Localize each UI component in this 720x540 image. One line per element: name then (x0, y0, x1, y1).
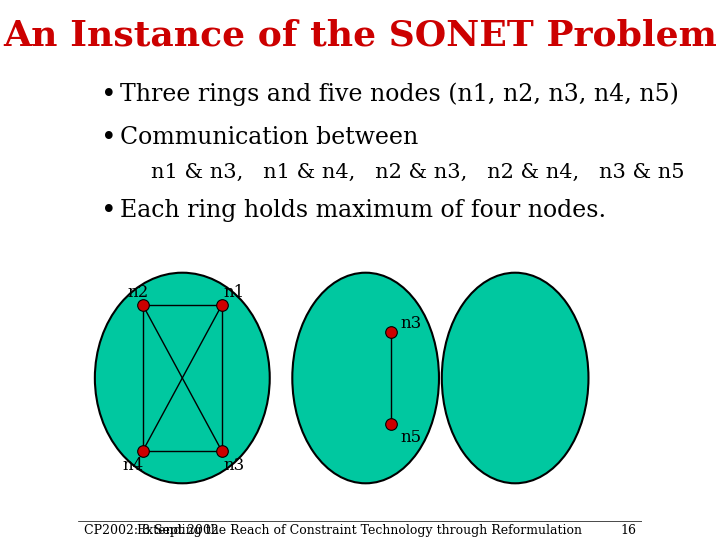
Ellipse shape (292, 273, 439, 483)
Ellipse shape (95, 273, 270, 483)
Text: CP2002: 8 Sept 2002: CP2002: 8 Sept 2002 (84, 524, 218, 537)
Text: Each ring holds maximum of four nodes.: Each ring holds maximum of four nodes. (120, 199, 606, 222)
Text: n3: n3 (400, 315, 422, 333)
Text: Communication between: Communication between (120, 126, 418, 149)
Text: 16: 16 (621, 524, 636, 537)
Text: n4: n4 (122, 457, 143, 474)
Point (385, 328, 397, 336)
Text: n1: n1 (223, 284, 245, 301)
Text: An Instance of the SONET Problem: An Instance of the SONET Problem (3, 18, 717, 52)
Text: n3: n3 (223, 457, 245, 474)
Text: n1 & n3,   n1 & n4,   n2 & n3,   n2 & n4,   n3 & n5: n1 & n3, n1 & n4, n2 & n3, n2 & n4, n3 &… (151, 163, 685, 183)
Text: •: • (101, 125, 116, 151)
Text: n5: n5 (400, 429, 422, 446)
Point (137, 447, 148, 455)
Text: •: • (101, 198, 116, 224)
Text: •: • (101, 82, 116, 107)
Point (385, 420, 397, 428)
Ellipse shape (442, 273, 588, 483)
Point (216, 447, 228, 455)
Point (216, 301, 228, 309)
Text: n2: n2 (127, 284, 149, 301)
Text: Extending the Reach of Constraint Technology through Reformulation: Extending the Reach of Constraint Techno… (138, 524, 582, 537)
Point (137, 301, 148, 309)
Text: Three rings and five nodes (n1, n2, n3, n4, n5): Three rings and five nodes (n1, n2, n3, … (120, 83, 679, 106)
